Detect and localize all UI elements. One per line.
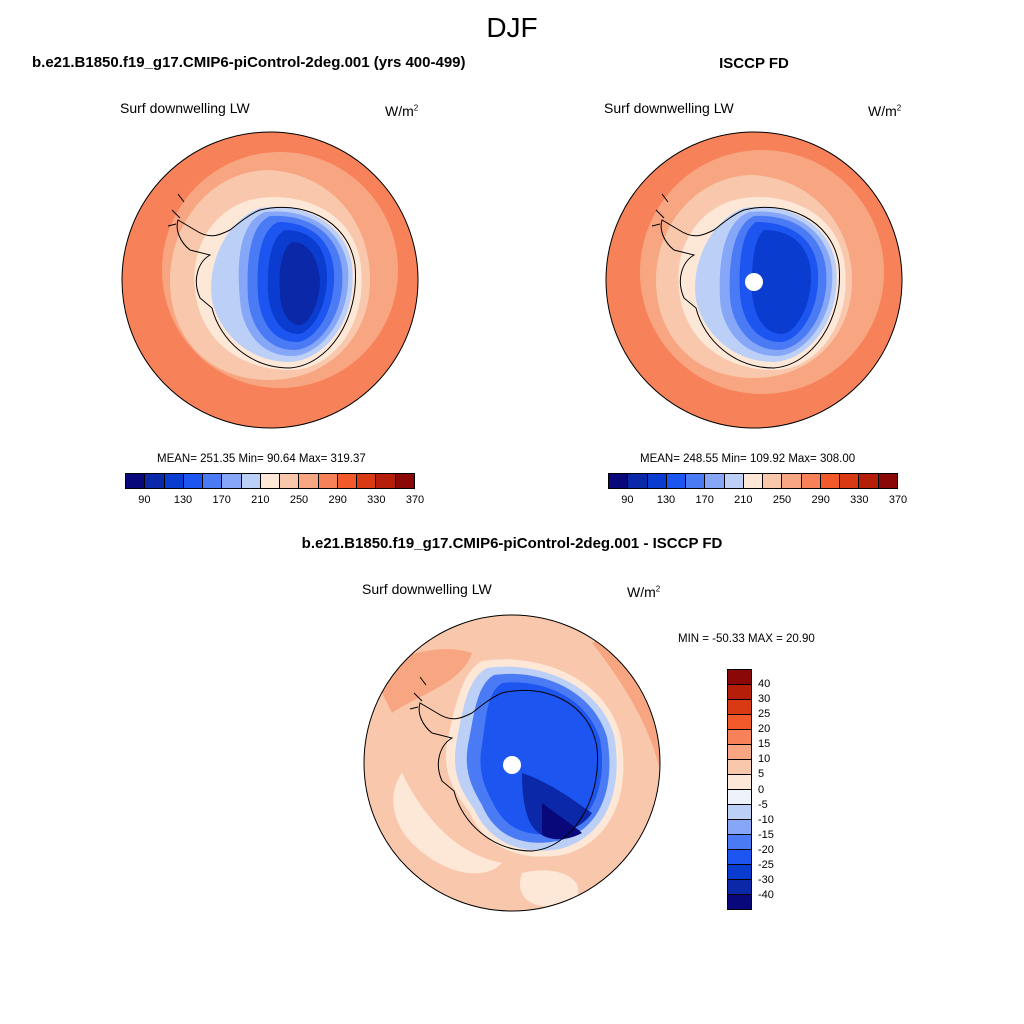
- colorbar-swatch: [222, 474, 242, 488]
- colorbar-swatch: [728, 775, 751, 790]
- colorbar-tick-label: 130: [656, 494, 676, 506]
- colorbar-tick-label: 210: [251, 494, 270, 506]
- colorbar-swatch: [728, 670, 751, 685]
- colorbar-tick-label: 250: [772, 494, 792, 506]
- obs-variable-label: Surf downwelling LW: [604, 100, 734, 116]
- colorbar-swatch: [728, 715, 751, 730]
- colorbar-swatch: [280, 474, 300, 488]
- colorbar-tick-label: 250: [289, 494, 309, 506]
- page-title: DJF: [486, 12, 538, 43]
- colorbar-swatch: [820, 474, 841, 488]
- colorbar-tick-label: 130: [173, 494, 193, 506]
- colorbar-tick-label: -5: [758, 798, 768, 811]
- diff-panel-title: b.e21.B1850.f19_g17.CMIP6-piControl-2deg…: [301, 535, 723, 552]
- colorbar-swatch: [724, 474, 744, 488]
- colorbar-swatch: [801, 474, 821, 488]
- colorbar-tick-label: 25: [758, 708, 771, 721]
- colorbar-swatch: [878, 474, 897, 488]
- colorbar-swatch: [686, 474, 706, 488]
- colorbar-swatch: [728, 700, 751, 715]
- colorbar-tick-label: -30: [758, 873, 774, 886]
- colorbar-tick-label: -25: [758, 858, 774, 871]
- model-colorbar: [125, 473, 415, 489]
- colorbar-swatch: [395, 474, 414, 488]
- colorbar-tick-label: 90: [138, 494, 151, 506]
- colorbar-tick-label: 10: [758, 753, 771, 766]
- colorbar-swatch: [728, 865, 751, 880]
- colorbar-swatch: [164, 474, 184, 488]
- model-panel-title: b.e21.B1850.f19_g17.CMIP6-piControl-2deg…: [32, 54, 466, 71]
- colorbar-tick-label: -15: [758, 828, 774, 841]
- diff-polar-map: [363, 614, 661, 912]
- colorbar-tick-label: 330: [367, 494, 386, 506]
- colorbar-swatch: [126, 474, 146, 488]
- colorbar-swatch: [728, 745, 751, 760]
- colorbar-tick-label: 330: [850, 494, 869, 506]
- colorbar-swatch: [666, 474, 687, 488]
- diff-colorbar-ticks: 40 30 25 20 15 10 5 0 -5 -10 -15 -20 -25 -30 -40: [758, 669, 798, 910]
- colorbar-tick-label: 20: [758, 723, 771, 736]
- colorbar-swatch: [728, 760, 751, 775]
- colorbar-tick-label: -40: [758, 888, 774, 901]
- colorbar-swatch: [859, 474, 879, 488]
- model-variable-label: Surf downwelling LW: [120, 100, 250, 116]
- colorbar-tick-label: -10: [758, 813, 774, 826]
- colorbar-tick-label: 370: [405, 494, 425, 506]
- colorbar-swatch: [260, 474, 281, 488]
- colorbar-tick-label: 90: [621, 494, 634, 506]
- colorbar-swatch: [357, 474, 377, 488]
- colorbar-swatch: [728, 835, 751, 850]
- obs-stats: MEAN= 248.55 Min= 109.92 Max= 308.00: [640, 453, 856, 465]
- colorbar-swatch: [728, 850, 751, 865]
- colorbar-swatch: [743, 474, 764, 488]
- obs-units-label: W/m2: [868, 103, 902, 119]
- colorbar-swatch: [728, 805, 751, 820]
- colorbar-swatch: [337, 474, 358, 488]
- model-units-label: W/m2: [385, 103, 419, 119]
- colorbar-swatch: [728, 685, 751, 700]
- diff-colorbar: [727, 669, 752, 910]
- colorbar-swatch: [376, 474, 396, 488]
- colorbar-swatch: [840, 474, 860, 488]
- diff-variable-label: Surf downwelling LW: [362, 581, 492, 597]
- colorbar-tick-label: 15: [758, 738, 771, 751]
- colorbar-tick-label: 30: [758, 693, 771, 706]
- model-polar-map: [121, 131, 419, 429]
- colorbar-tick-label: 0: [758, 783, 765, 796]
- colorbar-swatch: [728, 790, 751, 805]
- colorbar-swatch: [782, 474, 802, 488]
- obs-colorbar-ticks: 90 130 170 210 250 290 330 370: [608, 494, 907, 508]
- colorbar-tick-label: 5: [758, 768, 765, 781]
- obs-panel-title: ISCCP FD: [719, 55, 789, 72]
- model-stats: MEAN= 251.35 Min= 90.64 Max= 319.37: [157, 453, 366, 465]
- colorbar-swatch: [728, 820, 751, 835]
- colorbar-swatch: [728, 880, 751, 895]
- diff-units-label: W/m2: [627, 584, 661, 600]
- colorbar-tick-label: 370: [888, 494, 908, 506]
- colorbar-swatch: [203, 474, 223, 488]
- colorbar-swatch: [728, 895, 751, 909]
- colorbar-tick-label: 290: [811, 494, 830, 506]
- colorbar-swatch: [609, 474, 629, 488]
- colorbar-swatch: [628, 474, 648, 488]
- colorbar-swatch: [183, 474, 204, 488]
- colorbar-tick-label: 170: [695, 494, 714, 506]
- colorbar-tick-label: 40: [758, 678, 771, 691]
- colorbar-swatch: [728, 730, 751, 745]
- colorbar-swatch: [318, 474, 338, 488]
- colorbar-swatch: [705, 474, 725, 488]
- colorbar-swatch: [647, 474, 667, 488]
- colorbar-tick-label: -20: [758, 843, 774, 856]
- model-colorbar-ticks: 90 130 170 210 250 290 330 370: [125, 494, 424, 508]
- obs-colorbar: [608, 473, 898, 489]
- colorbar-tick-label: 210: [734, 494, 753, 506]
- obs-polar-map: [605, 131, 903, 429]
- colorbar-tick-label: 170: [212, 494, 231, 506]
- diff-stats: MIN = -50.33 MAX = 20.90: [678, 633, 815, 645]
- colorbar-swatch: [763, 474, 783, 488]
- colorbar-tick-label: 290: [328, 494, 347, 506]
- colorbar-swatch: [241, 474, 261, 488]
- colorbar-swatch: [299, 474, 319, 488]
- colorbar-swatch: [145, 474, 165, 488]
